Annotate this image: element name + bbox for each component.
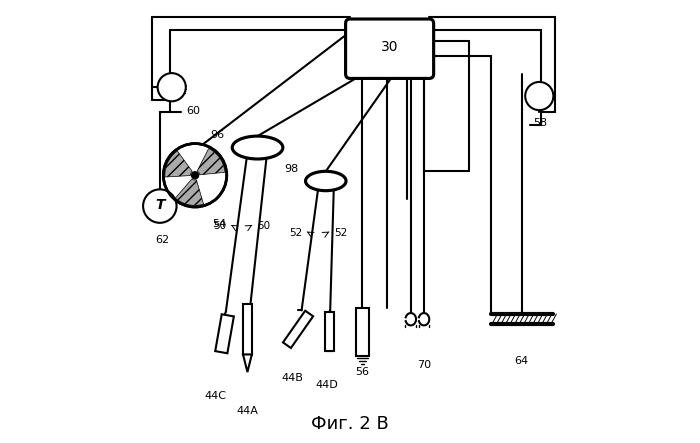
Circle shape: [192, 172, 199, 179]
Polygon shape: [165, 151, 192, 177]
Text: 44C: 44C: [204, 391, 227, 401]
Text: 44A: 44A: [237, 406, 258, 416]
Bar: [356, 308, 369, 356]
Ellipse shape: [232, 136, 283, 159]
Text: 96: 96: [211, 130, 225, 140]
Circle shape: [143, 189, 176, 223]
Polygon shape: [243, 354, 252, 372]
Text: Фиг. 2 B: Фиг. 2 B: [311, 415, 389, 433]
Text: 50: 50: [258, 221, 271, 231]
Ellipse shape: [305, 171, 346, 190]
Text: 58: 58: [533, 118, 547, 128]
Text: 52: 52: [335, 228, 348, 237]
Text: 44B: 44B: [281, 373, 303, 383]
Text: 52: 52: [289, 228, 302, 237]
Polygon shape: [215, 314, 234, 353]
Circle shape: [163, 144, 227, 207]
Text: 54: 54: [212, 219, 226, 229]
Polygon shape: [176, 179, 204, 206]
Text: 56: 56: [356, 367, 370, 377]
Circle shape: [158, 73, 186, 101]
Text: 70: 70: [417, 360, 431, 370]
Polygon shape: [283, 311, 313, 348]
Text: 50: 50: [213, 221, 226, 231]
Text: 44D: 44D: [316, 380, 339, 390]
Polygon shape: [197, 148, 225, 175]
Text: T: T: [155, 198, 164, 212]
Polygon shape: [325, 312, 334, 351]
Text: 64: 64: [514, 356, 528, 366]
FancyBboxPatch shape: [346, 19, 433, 78]
Circle shape: [525, 82, 554, 110]
Text: 62: 62: [155, 235, 169, 245]
Text: 60: 60: [187, 106, 201, 117]
Text: 98: 98: [284, 163, 298, 174]
Text: 30: 30: [381, 39, 398, 54]
Polygon shape: [243, 304, 252, 355]
